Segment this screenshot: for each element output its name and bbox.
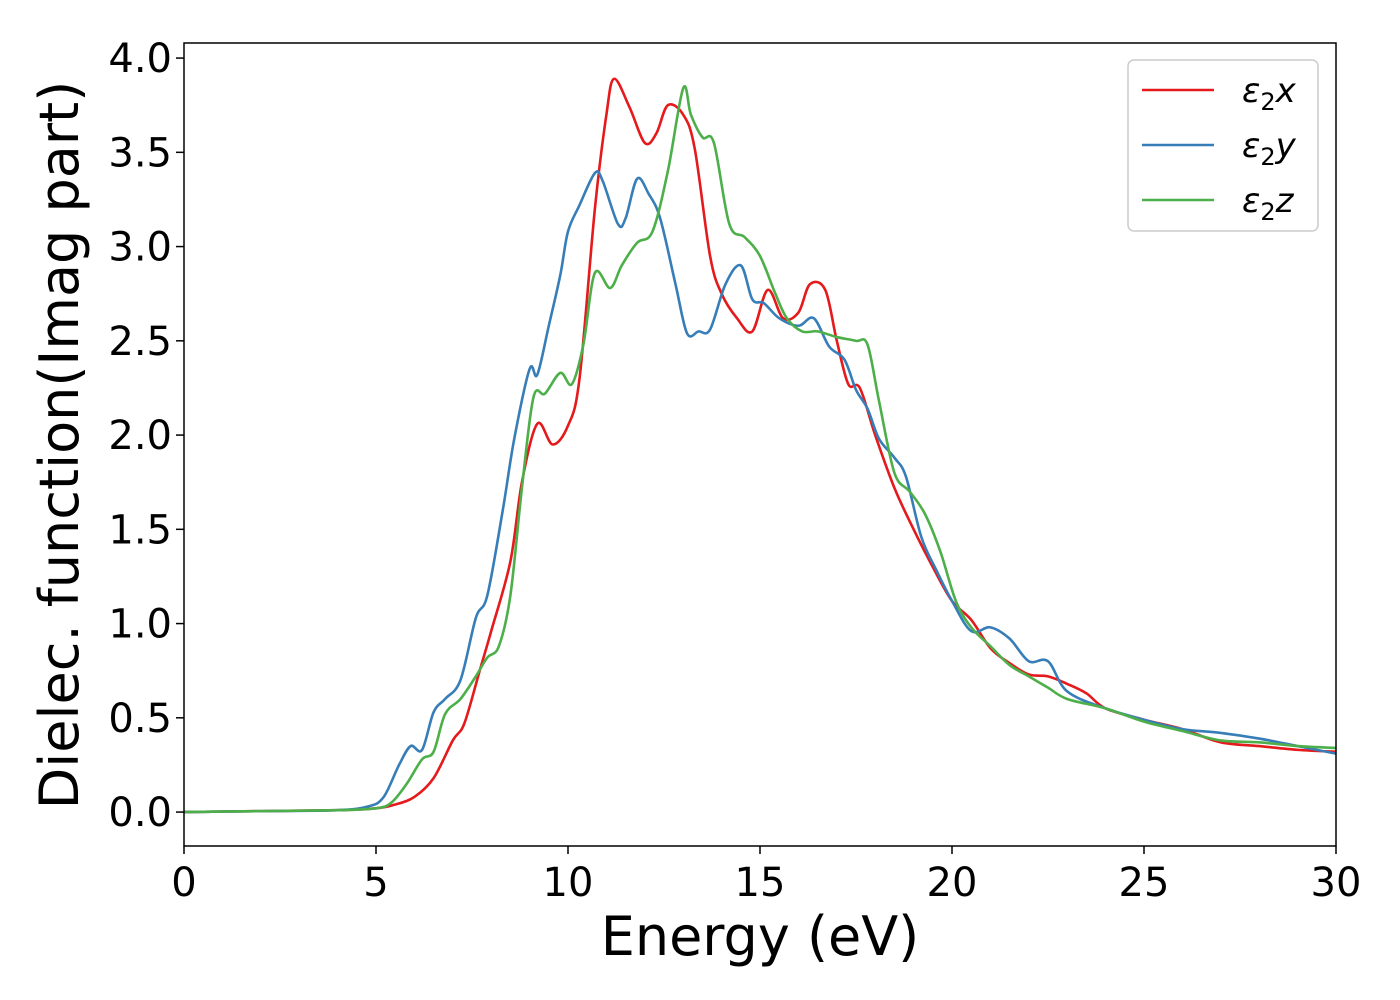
legend-label-x: ε2x xyxy=(1242,71,1297,116)
x-tick-label: 25 xyxy=(1119,860,1170,906)
x-tick-label: 20 xyxy=(927,860,978,906)
y-tick-label: 1.0 xyxy=(108,602,172,648)
series-layer xyxy=(184,77,1336,814)
x-tick-label: 30 xyxy=(1311,860,1362,906)
y-ticks: 0.0 0.5 1.0 1.5 2.0 2.5 3.0 3.5 4.0 xyxy=(108,36,184,836)
series-line-x xyxy=(184,77,1336,814)
legend-box xyxy=(1127,59,1319,232)
x-tick-label: 5 xyxy=(363,860,388,906)
x-ticks: 0 5 10 15 20 25 30 xyxy=(171,846,1361,906)
y-axis-title: Dielec. function(Imag part) xyxy=(28,81,91,810)
legend-label-y: ε2y xyxy=(1242,126,1297,171)
x-tick-label: 10 xyxy=(543,860,594,906)
x-tick-label: 0 xyxy=(171,860,196,906)
legend-label-z: ε2z xyxy=(1242,181,1295,226)
y-tick-label: 1.5 xyxy=(108,507,172,553)
legend: ε2x ε2y ε2z xyxy=(1127,59,1319,232)
series-line-z xyxy=(184,85,1336,814)
y-tick-label: 2.0 xyxy=(108,413,172,459)
y-tick-label: 2.5 xyxy=(108,319,172,365)
y-tick-label: 3.0 xyxy=(108,225,172,271)
legend-entries: ε2x ε2y ε2z xyxy=(1142,71,1297,226)
series-line-y xyxy=(184,170,1336,814)
x-tick-label: 15 xyxy=(735,860,786,906)
y-tick-label: 0.5 xyxy=(108,696,172,742)
y-tick-label: 0.0 xyxy=(108,790,172,836)
x-axis-title: Energy (eV) xyxy=(601,905,920,968)
y-tick-label: 3.5 xyxy=(108,130,172,176)
y-tick-label: 4.0 xyxy=(108,36,172,82)
